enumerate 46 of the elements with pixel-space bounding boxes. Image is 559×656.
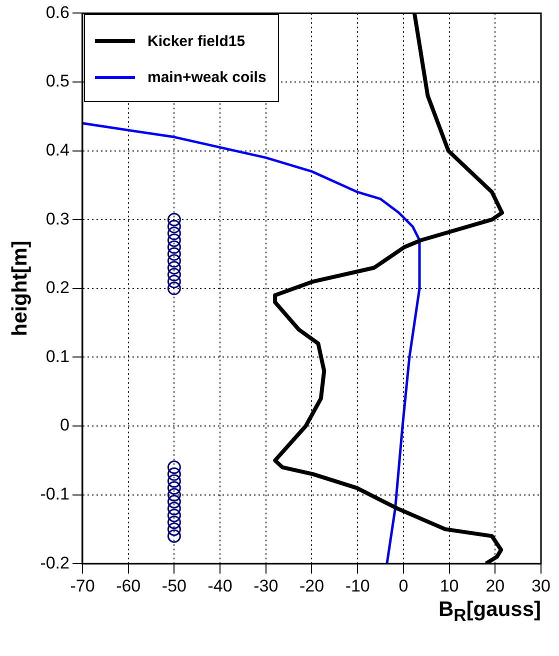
x-tick-label: -30 [254,576,278,596]
point [167,268,181,282]
x-tick-label: 30 [532,576,550,596]
x-tick-label: -60 [116,576,141,596]
point [167,467,181,481]
point [167,212,181,226]
point [167,488,181,502]
point [167,494,181,508]
point [167,529,181,543]
x-tick-label: -50 [162,576,186,596]
y-tick-label: 0.6 [46,2,70,22]
y-tick-label: 0.1 [46,346,70,366]
point [167,261,181,275]
x-tick-label: -70 [70,576,95,596]
x-axis-title: B$_{R}$[gauss] [438,598,541,626]
y-tick-label: -0.2 [40,553,70,572]
y-tick-label: 0 [60,416,70,435]
point [167,282,181,296]
point [167,516,181,530]
y-tick-label: 0.5 [46,72,70,91]
x-tick-label: -40 [208,576,232,596]
y-axis-title: height[m] [8,240,32,336]
x-tick-label: 10 [440,576,459,596]
point [167,247,181,261]
x-tick-label: -10 [345,576,370,596]
point [167,481,181,495]
point [167,220,181,234]
point [167,502,181,516]
x-tick-label: 0 [398,576,408,596]
y-tick-label: 0.2 [46,278,70,298]
x-tick-label: -20 [299,576,324,596]
point [167,254,181,268]
point [167,240,181,254]
legend-label: Kicker field15 [147,32,246,50]
point [167,233,181,247]
x-tick-label: 20 [486,576,505,596]
y-tick-label: -0.1 [40,484,70,504]
y-tick-label: 0.4 [46,140,70,160]
point [167,226,181,240]
point [167,522,181,536]
y-tick-label: 0.3 [46,209,70,228]
point [167,474,181,488]
point [167,460,181,474]
point [167,508,181,522]
point [167,274,181,288]
legend-label: main+weak coils [147,68,266,86]
